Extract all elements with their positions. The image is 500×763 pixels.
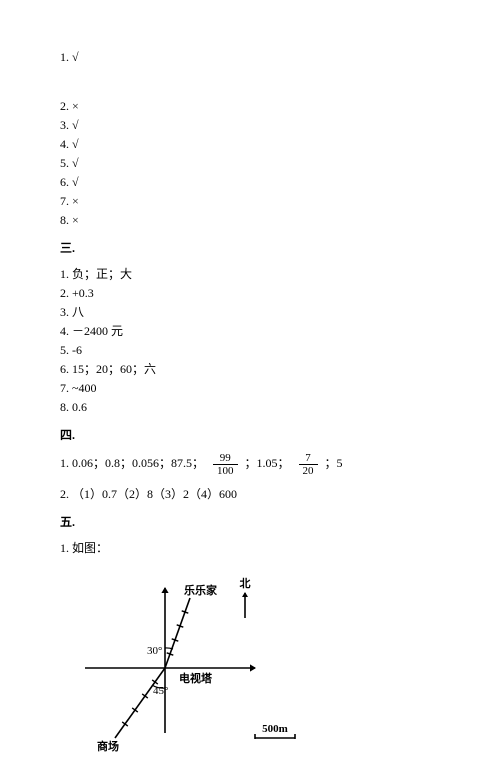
sec3-item: 1. 负；正；大: [60, 265, 452, 283]
frac-den: 20: [299, 465, 318, 477]
sec5-heading: 五.: [60, 513, 452, 531]
sec1-item1: 1. √: [60, 48, 452, 66]
sec3-list: 1. 负；正；大 2. +0.3 3. 八 4. －2400 元 5. -6 6…: [60, 265, 452, 416]
sec1b-item: 3. √: [60, 116, 452, 134]
svg-text:商场: 商场: [97, 739, 119, 753]
direction-diagram: 乐乐家 北电视塔商场 500m 30° 45°: [60, 563, 320, 763]
frac-den: 100: [213, 465, 238, 477]
sec4-line1-mid: ；1.05；: [245, 456, 290, 470]
svg-text:乐乐家: 乐乐家: [184, 583, 218, 597]
sec3-heading: 三.: [60, 239, 452, 257]
sec3-item: 3. 八: [60, 303, 452, 321]
sec3-item: 8. 0.6: [60, 398, 452, 416]
frac-num: 7: [299, 452, 318, 465]
sec4-heading: 四.: [60, 426, 452, 444]
svg-text:30°: 30°: [147, 645, 162, 657]
sec5-item1: 1. 如图：: [60, 539, 452, 557]
sec3-item: 7. ~400: [60, 379, 452, 397]
sec1b-list: 2. × 3. √ 4. √ 5. √ 6. √ 7. × 8. ×: [60, 97, 452, 229]
sec4-line1-suffix: ；5: [325, 456, 343, 470]
svg-text:北: 北: [240, 576, 251, 590]
sec3-item: 2. +0.3: [60, 284, 452, 302]
sec3-item: 6. 15；20；60；六: [60, 360, 452, 378]
svg-text:电视塔: 电视塔: [179, 671, 213, 685]
fraction: 99 100: [213, 452, 240, 477]
fraction: 7 20: [299, 452, 320, 477]
svg-text:45°: 45°: [153, 685, 168, 697]
sec1b-item: 7. ×: [60, 192, 452, 210]
sec1b-item: 5. √: [60, 154, 452, 172]
sec3-item: 4. －2400 元: [60, 322, 452, 340]
spacer: [60, 66, 452, 96]
sec3-item: 5. -6: [60, 341, 452, 359]
sec1b-item: 2. ×: [60, 97, 452, 115]
sec4-line1: 1. 0.06；0.8；0.056；87.5； 99 100 ；1.05； 7 …: [60, 452, 452, 477]
svg-text:500m: 500m: [262, 723, 288, 735]
sec1b-item: 4. √: [60, 135, 452, 153]
sec4-line1-prefix: 1. 0.06；0.8；0.056；87.5；: [60, 456, 204, 470]
sec1b-item: 6. √: [60, 173, 452, 191]
sec4-line2: 2. （1）0.7（2）8（3）2（4）600: [60, 485, 452, 503]
sec1b-item: 8. ×: [60, 211, 452, 229]
frac-num: 99: [213, 452, 238, 465]
